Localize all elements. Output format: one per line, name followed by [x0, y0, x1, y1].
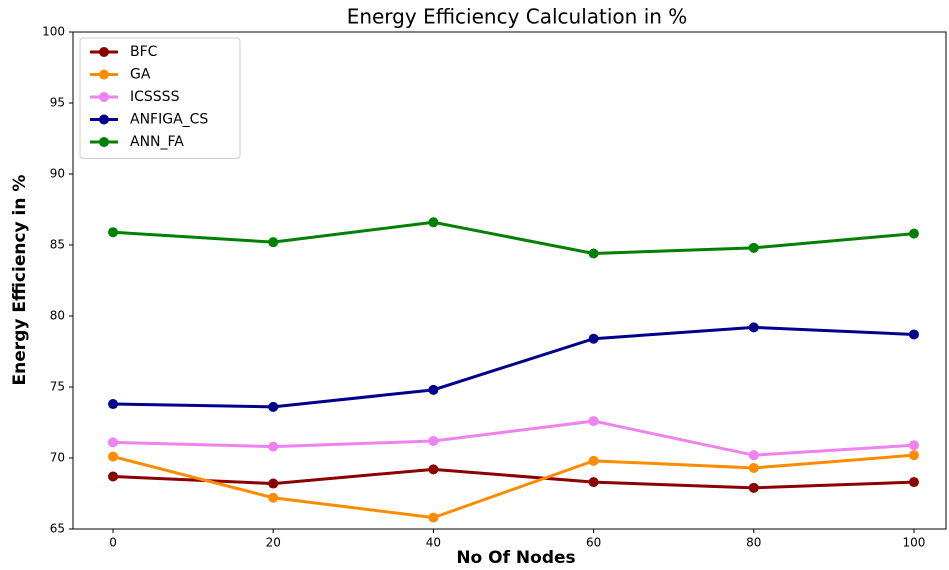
- data-point: [588, 416, 599, 427]
- data-point: [108, 399, 119, 410]
- legend-marker: [99, 47, 109, 57]
- data-point: [428, 217, 439, 228]
- y-axis-label: Energy Efficiency in %: [10, 175, 30, 386]
- legend-text: ANFIGA_CS: [130, 112, 208, 128]
- data-point: [588, 477, 599, 488]
- data-point: [268, 401, 279, 412]
- legend-box: [79, 37, 241, 159]
- data-point: [108, 437, 119, 448]
- data-point: [908, 329, 919, 340]
- x-tick-label: 20: [266, 536, 281, 550]
- data-point: [268, 478, 279, 489]
- data-point: [908, 477, 919, 488]
- y-tick-label: 65: [50, 522, 65, 536]
- legend-marker: [99, 137, 109, 147]
- x-tick-label: 40: [426, 536, 441, 550]
- series-line: [112, 467, 915, 490]
- data-point: [268, 237, 279, 248]
- y-tick-label: 70: [50, 451, 65, 465]
- data-point: [588, 455, 599, 466]
- data-point: [908, 228, 919, 239]
- y-tick-label: 85: [50, 238, 65, 252]
- data-point: [108, 451, 119, 462]
- y-tick-label: 75: [50, 380, 65, 394]
- series-line: [113, 419, 915, 457]
- x-tick-label: 80: [746, 536, 761, 550]
- x-tick-label: 60: [586, 536, 601, 550]
- chart-title: Energy Efficiency Calculation in %: [347, 5, 688, 29]
- y-tick-label: 95: [50, 96, 65, 110]
- data-point: [428, 384, 439, 395]
- data-point: [748, 242, 759, 253]
- data-point: [268, 492, 279, 503]
- y-tick-label: 100: [42, 25, 65, 39]
- data-point: [748, 450, 759, 461]
- x-tick-label: 0: [109, 536, 117, 550]
- legend-marker: [99, 114, 109, 125]
- plot-frame: [72, 31, 947, 530]
- data-point: [748, 482, 759, 493]
- data-point: [748, 462, 759, 473]
- data-point: [428, 435, 439, 446]
- data-point: [108, 227, 119, 238]
- legend-marker: [99, 69, 109, 80]
- legend-text: ICSSSS: [130, 89, 180, 105]
- data-point: [108, 471, 119, 482]
- x-tick-label: 100: [903, 536, 926, 550]
- data-point: [588, 333, 599, 344]
- legend-text: GA: [130, 67, 151, 83]
- y-tick-label: 80: [50, 309, 65, 323]
- data-point: [428, 512, 439, 523]
- legend-text: BFC: [130, 44, 158, 60]
- series-line: [112, 220, 915, 256]
- series-line: [113, 325, 915, 409]
- series-line: [112, 453, 915, 520]
- data-point: [908, 440, 919, 451]
- data-point: [908, 450, 919, 461]
- data-point: [268, 441, 279, 452]
- legend-marker: [99, 92, 109, 102]
- data-point: [748, 322, 759, 333]
- data-point: [428, 464, 439, 475]
- legend-text: ANN_FA: [130, 134, 184, 150]
- data-point: [588, 248, 599, 259]
- y-tick-label: 90: [50, 167, 65, 181]
- x-axis-label: No Of Nodes: [456, 548, 575, 568]
